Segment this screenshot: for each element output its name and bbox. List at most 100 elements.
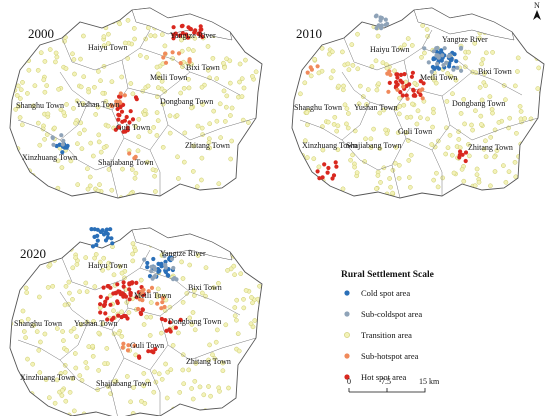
settlement-dot bbox=[309, 47, 315, 53]
river-label: Yangtze River bbox=[442, 35, 488, 44]
settlement-dot bbox=[405, 96, 410, 101]
settlement-dot bbox=[217, 234, 223, 239]
settlement-dot bbox=[111, 308, 116, 314]
settlement-dot bbox=[203, 265, 209, 271]
settlement-dot bbox=[243, 288, 249, 293]
settlement-dot bbox=[109, 187, 115, 193]
settlement-dot bbox=[243, 57, 248, 63]
settlement-dot bbox=[466, 142, 471, 147]
settlement-dot bbox=[249, 158, 255, 164]
settlement-dot bbox=[17, 115, 23, 120]
settlement-dot bbox=[63, 283, 69, 289]
settlement-dot bbox=[426, 60, 431, 65]
settlement-dot bbox=[515, 55, 521, 61]
settlement-dot bbox=[103, 238, 109, 243]
settlement-dot bbox=[70, 376, 75, 382]
settlement-dot bbox=[179, 37, 184, 43]
settlement-dot bbox=[299, 163, 304, 169]
settlement-dot bbox=[70, 265, 76, 271]
settlement-dot bbox=[526, 160, 532, 166]
settlement-dot bbox=[192, 378, 198, 384]
settlement-dot bbox=[212, 356, 218, 361]
settlement-dot bbox=[18, 50, 24, 55]
settlement-dot bbox=[444, 60, 449, 65]
settlement-dot bbox=[375, 173, 381, 178]
settlement-dot bbox=[92, 284, 98, 289]
settlement-dot bbox=[398, 45, 403, 51]
settlement-dot bbox=[73, 228, 79, 232]
settlement-dot bbox=[400, 93, 405, 98]
settlement-dot bbox=[198, 27, 203, 32]
settlement-dot bbox=[456, 129, 461, 135]
settlement-dot bbox=[411, 88, 416, 93]
settlement-dot bbox=[216, 181, 222, 187]
settlement-dot bbox=[130, 117, 136, 122]
settlement-dot bbox=[334, 128, 340, 134]
settlement-dot bbox=[130, 251, 135, 257]
settlement-dot bbox=[539, 177, 544, 182]
settlement-dot bbox=[458, 111, 464, 116]
legend-item-subcold: Sub-coldspot area bbox=[344, 309, 422, 319]
settlement-dot bbox=[94, 242, 99, 247]
settlement-dot bbox=[58, 371, 64, 376]
settlement-dot bbox=[374, 26, 379, 31]
settlement-dot bbox=[93, 112, 99, 117]
settlement-dot bbox=[186, 85, 192, 91]
settlement-dot bbox=[42, 89, 48, 95]
settlement-dot bbox=[163, 318, 168, 323]
settlement-dot bbox=[10, 370, 14, 376]
settlement-dot bbox=[325, 119, 331, 125]
settlement-dot bbox=[103, 230, 108, 235]
settlement-dot bbox=[251, 190, 256, 195]
settlement-dot bbox=[298, 91, 303, 97]
settlement-dot bbox=[75, 182, 81, 187]
settlement-dot bbox=[163, 51, 168, 56]
settlement-dot bbox=[54, 326, 60, 331]
settlement-dot bbox=[496, 120, 502, 125]
settlement-dot bbox=[102, 361, 107, 366]
legend-swatch bbox=[344, 290, 350, 296]
settlement-dot bbox=[196, 11, 201, 17]
settlement-dot bbox=[175, 154, 180, 160]
settlement-dot bbox=[477, 35, 482, 41]
settlement-dot bbox=[213, 339, 219, 345]
settlement-dot bbox=[410, 70, 415, 75]
settlement-dot bbox=[492, 154, 497, 160]
settlement-dot bbox=[456, 137, 462, 142]
settlement-dot bbox=[116, 289, 121, 294]
settlement-dot bbox=[311, 156, 317, 162]
settlement-dot bbox=[398, 90, 403, 95]
settlement-dot bbox=[95, 104, 101, 110]
settlement-dot bbox=[169, 256, 175, 262]
settlement-dot bbox=[64, 347, 70, 353]
settlement-dot bbox=[249, 295, 254, 300]
settlement-dot bbox=[454, 59, 459, 64]
settlement-dot bbox=[210, 55, 216, 61]
settlement-dot bbox=[249, 253, 255, 258]
settlement-dot bbox=[235, 331, 241, 337]
settlement-dot bbox=[211, 285, 217, 291]
settlement-dot bbox=[187, 58, 192, 63]
settlement-dot bbox=[125, 17, 131, 23]
settlement-dot bbox=[376, 8, 381, 12]
panel-year-label: 2000 bbox=[28, 26, 54, 41]
settlement-dot bbox=[79, 378, 85, 383]
settlement-dot bbox=[41, 77, 47, 83]
settlement-dot bbox=[315, 64, 320, 69]
town-label-bixi: Bixi Town bbox=[186, 63, 220, 72]
settlement-dot bbox=[463, 150, 469, 155]
settlement-dot bbox=[148, 300, 154, 305]
settlement-dot bbox=[133, 154, 138, 159]
settlement-dot bbox=[535, 86, 541, 91]
settlement-dot bbox=[56, 86, 61, 92]
settlement-dot bbox=[40, 195, 46, 198]
settlement-dot bbox=[25, 356, 30, 362]
settlement-dot bbox=[179, 259, 184, 265]
north-label: N bbox=[534, 1, 540, 10]
settlement-dot bbox=[407, 184, 413, 190]
scale-tick-mid: 7.5 bbox=[381, 377, 391, 386]
settlement-dot bbox=[83, 360, 89, 365]
settlement-dot bbox=[86, 89, 92, 95]
settlement-dot bbox=[464, 187, 469, 193]
settlement-dot bbox=[119, 74, 125, 80]
